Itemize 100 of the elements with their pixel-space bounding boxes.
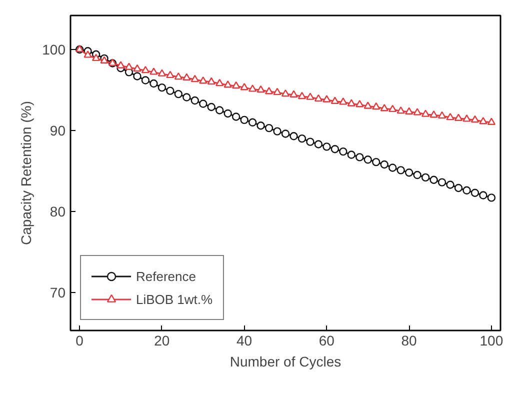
point bbox=[396, 166, 405, 174]
point bbox=[190, 96, 199, 105]
point bbox=[232, 81, 240, 89]
point bbox=[339, 98, 348, 105]
point bbox=[166, 70, 174, 78]
point bbox=[462, 186, 471, 195]
point bbox=[438, 111, 446, 119]
point bbox=[182, 93, 191, 102]
point bbox=[207, 102, 216, 112]
point bbox=[256, 122, 265, 130]
point bbox=[306, 138, 314, 146]
point bbox=[462, 114, 471, 122]
point bbox=[264, 86, 274, 94]
point bbox=[281, 130, 290, 138]
point bbox=[388, 104, 397, 112]
point bbox=[199, 100, 208, 108]
point bbox=[248, 118, 257, 126]
point bbox=[364, 102, 372, 109]
point bbox=[190, 74, 199, 82]
point bbox=[158, 69, 166, 76]
point bbox=[298, 92, 306, 100]
point bbox=[404, 107, 414, 114]
point bbox=[150, 68, 158, 75]
x-tick-label: 100 bbox=[480, 332, 504, 348]
legend-label: LiBOB 1wt.% bbox=[136, 292, 213, 306]
point bbox=[322, 142, 331, 151]
point bbox=[182, 73, 191, 80]
point bbox=[314, 140, 323, 148]
x-axis-title: Number of Cycles bbox=[230, 354, 342, 370]
point bbox=[347, 150, 356, 159]
point bbox=[470, 115, 480, 123]
point bbox=[273, 127, 282, 136]
point bbox=[124, 62, 134, 70]
point bbox=[446, 112, 454, 120]
point bbox=[256, 85, 265, 93]
point bbox=[133, 64, 142, 72]
point bbox=[150, 79, 158, 88]
point bbox=[273, 88, 282, 96]
point bbox=[84, 50, 92, 58]
point bbox=[356, 100, 364, 108]
point bbox=[396, 106, 405, 114]
point bbox=[141, 76, 150, 84]
point bbox=[232, 112, 240, 121]
point bbox=[141, 66, 150, 74]
point bbox=[306, 92, 314, 100]
y-tick-label: 100 bbox=[42, 42, 66, 58]
point bbox=[404, 168, 414, 177]
point bbox=[330, 145, 340, 154]
point bbox=[133, 72, 142, 80]
y-tick-label: 90 bbox=[50, 122, 66, 138]
point bbox=[421, 173, 430, 182]
x-tick-label: 40 bbox=[236, 332, 252, 348]
point bbox=[364, 156, 372, 164]
point bbox=[430, 176, 438, 184]
point bbox=[240, 116, 248, 124]
point bbox=[166, 86, 174, 95]
point bbox=[281, 89, 290, 97]
point bbox=[314, 94, 323, 102]
point bbox=[290, 132, 298, 140]
point bbox=[446, 180, 454, 189]
point bbox=[454, 114, 463, 121]
point bbox=[380, 104, 388, 112]
point bbox=[290, 90, 298, 98]
point bbox=[372, 102, 380, 110]
point bbox=[224, 109, 232, 118]
point bbox=[430, 110, 438, 118]
point bbox=[248, 84, 257, 92]
point bbox=[339, 147, 348, 156]
point bbox=[298, 134, 306, 143]
point bbox=[322, 95, 331, 102]
x-tick-label: 20 bbox=[154, 332, 170, 348]
point bbox=[347, 99, 356, 106]
point bbox=[413, 108, 422, 116]
point bbox=[158, 83, 166, 92]
point bbox=[470, 188, 480, 197]
point bbox=[174, 72, 183, 80]
point bbox=[174, 90, 183, 98]
point bbox=[380, 160, 388, 169]
point bbox=[216, 106, 224, 114]
point bbox=[224, 80, 232, 88]
point bbox=[372, 158, 380, 166]
y-axis-title: Capacity Retention (%) bbox=[18, 101, 34, 245]
x-tick-label: 60 bbox=[318, 332, 335, 348]
x-tick-label: 0 bbox=[76, 332, 84, 348]
point bbox=[413, 170, 422, 180]
point bbox=[487, 118, 496, 126]
point bbox=[216, 78, 224, 86]
point bbox=[330, 96, 340, 104]
y-tick-label: 70 bbox=[50, 284, 66, 300]
y-tick-label: 80 bbox=[50, 203, 66, 220]
point bbox=[421, 110, 430, 117]
point bbox=[438, 178, 446, 186]
point bbox=[487, 194, 496, 202]
point bbox=[207, 77, 216, 85]
x-tick-label: 80 bbox=[401, 332, 418, 348]
point bbox=[454, 184, 463, 192]
point bbox=[92, 54, 100, 62]
point bbox=[356, 153, 364, 162]
point bbox=[479, 116, 488, 124]
point bbox=[264, 124, 274, 132]
